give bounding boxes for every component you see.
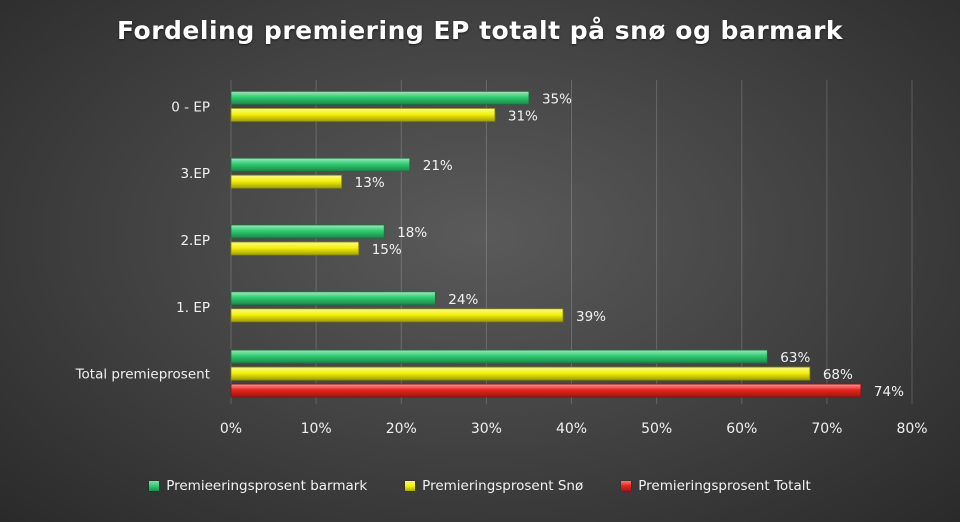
x-tick-label: 70%	[811, 421, 842, 437]
data-label: 18%	[397, 225, 427, 241]
bar	[230, 383, 862, 398]
legend-item: Premieeringsprosent barmark	[149, 478, 367, 494]
data-label: 63%	[780, 350, 810, 366]
legend-item: Premieringsprosent Totalt	[621, 478, 811, 494]
chart-title: Fordeling premiering EP totalt på snø og…	[116, 16, 844, 45]
bar	[230, 174, 343, 189]
y-category-label: 0 - EP	[171, 99, 210, 115]
legend-label: Premieeringsprosent barmark	[166, 478, 368, 494]
bar	[230, 157, 411, 172]
bar	[230, 241, 360, 256]
bar	[230, 308, 564, 323]
legend-swatch	[149, 481, 160, 491]
x-tick-label: 0%	[220, 421, 242, 437]
x-tick-label: 60%	[726, 421, 757, 437]
x-tick-label: 80%	[896, 421, 927, 437]
data-label: 68%	[823, 367, 853, 383]
x-tick-label: 40%	[556, 421, 587, 437]
legend-item: Premieringsprosent Snø	[405, 478, 583, 494]
legend-swatch	[621, 481, 632, 491]
y-category-label: 3.EP	[180, 166, 210, 182]
data-label: 74%	[874, 384, 904, 400]
x-tick-label: 30%	[471, 421, 502, 437]
bar	[230, 91, 530, 105]
x-tick-label: 20%	[386, 421, 417, 437]
data-label: 31%	[508, 108, 538, 124]
bar	[230, 291, 436, 306]
y-category-label: Total premieprosent	[75, 367, 210, 383]
bar	[230, 108, 496, 122]
data-label: 24%	[448, 292, 478, 308]
data-label: 35%	[542, 91, 572, 107]
bar	[230, 224, 385, 239]
legend: Premieeringsprosent barmark Premieringspr…	[0, 478, 960, 494]
legend-swatch	[405, 481, 416, 491]
x-tick-label: 50%	[641, 421, 672, 437]
data-label: 39%	[576, 309, 606, 325]
x-tick-label: 10%	[301, 421, 332, 437]
bar	[230, 366, 811, 381]
legend-label: Premieringsprosent Snø	[422, 478, 584, 494]
data-label: 15%	[372, 242, 402, 258]
data-label: 21%	[423, 158, 453, 174]
bar	[230, 349, 768, 364]
y-category-label: 1. EP	[176, 300, 210, 316]
data-label: 13%	[355, 175, 385, 191]
legend-label: Premieringsprosent Totalt	[638, 478, 811, 494]
y-category-label: 2.EP	[180, 233, 210, 249]
